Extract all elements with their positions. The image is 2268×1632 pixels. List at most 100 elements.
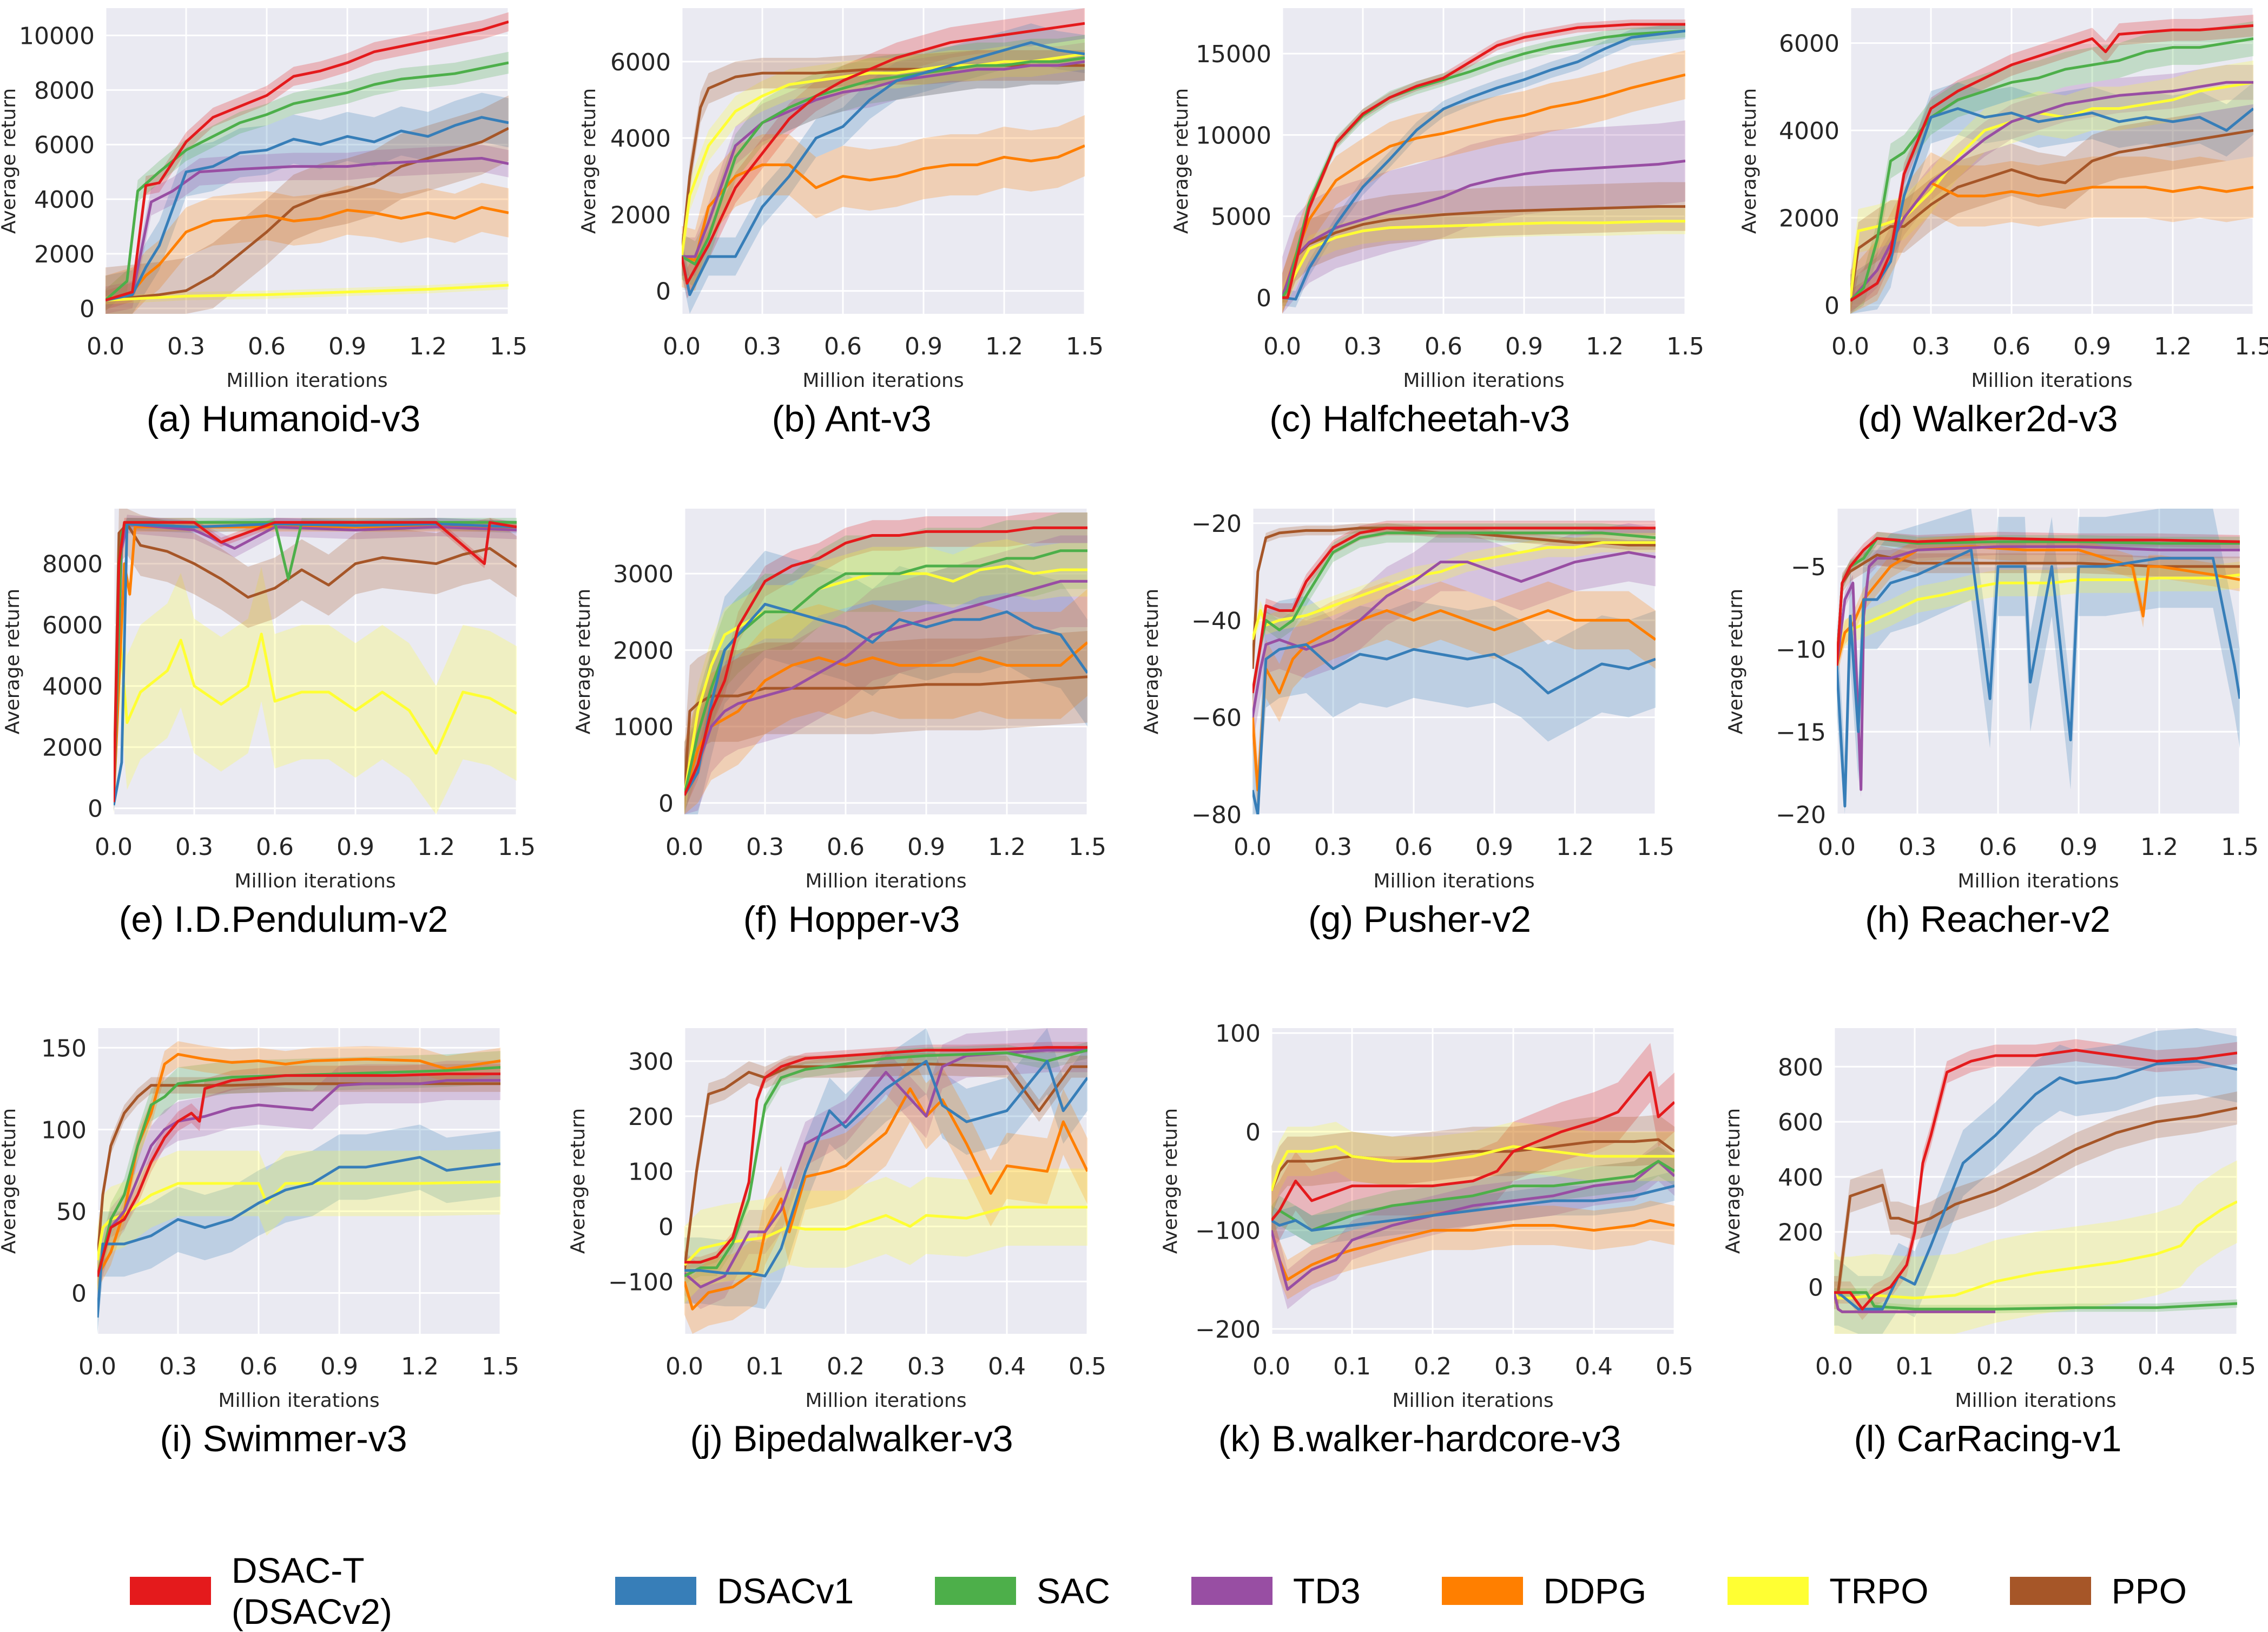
legend-swatch [615,1577,697,1605]
legend-swatch [1441,1577,1523,1605]
confidence-band-ppo [682,50,1085,272]
y-axis-label: Average return [1738,88,1761,234]
confidence-band-trpo [97,1149,500,1293]
y-tick-label: 10000 [1196,122,1271,149]
series-line-trpo [114,623,517,802]
subplot-9: 0.0 0.3 0.6 0.9 1.2 1.5 0 50 100 150 Million itera… [0,1023,567,1510]
confidence-band-td3 [684,1028,1087,1309]
x-tick-label: 0.5 [1656,1353,1693,1380]
legend-swatch [935,1577,1017,1605]
confidence-band-sac [684,512,1087,814]
subplot-caption: (k) B.walker-hardcore-v3 [1218,1418,1621,1459]
x-tick-label: 0.3 [1314,833,1352,861]
confidence-band-sac [682,35,1085,287]
confidence-band-ddpg [1252,581,1656,814]
legend-item: PPO [2009,1570,2187,1611]
chart-svg: 0.0 0.1 0.2 0.3 0.4 0.5 −100 0 100 200 300 Million … [568,1028,1106,1412]
x-tick-label: 0.9 [905,333,942,360]
subplot-3: 0.0 0.3 0.6 0.9 1.2 1.5 0 5000 10000 15000 Million… [1136,0,1703,487]
y-tick-label: 100 [1215,1023,1261,1048]
x-tick-label: 0.0 [87,333,124,360]
confidence-band-ppo [684,631,1087,814]
x-tick-label: 0.3 [159,1353,197,1380]
confidence-band-td3 [1837,538,2240,798]
legend-item: TRPO [1728,1570,1929,1611]
x-tick-label: 1.2 [1586,333,1624,360]
x-tick-label: 0.3 [1912,333,1950,360]
x-tick-label: 0.3 [1494,1353,1532,1380]
legend-swatch [1728,1577,1809,1605]
y-tick-label: −100 [1195,1218,1261,1245]
y-tick-label: 200 [1778,1219,1823,1247]
x-tick-label: 0.6 [1979,833,2017,861]
confidence-band-dsac-t-dsacv2- [1834,1039,2237,1320]
series-line-td3 [1850,81,2253,302]
y-tick-label: 1000 [613,714,674,741]
x-tick-label: 1.5 [1666,333,1703,360]
y-tick-label: 100 [628,1159,674,1186]
x-tick-label: 0.3 [743,333,781,360]
confidence-band-td3 [684,535,1087,814]
chart-svg: 0.0 0.3 0.6 0.9 1.2 1.5 0 2000 4000 6000 Million i… [1738,8,2268,392]
subplot-caption: (a) Humanoid-v3 [146,398,421,439]
y-tick-label: 2000 [613,637,674,664]
confidence-band-ppo [1850,104,2253,314]
x-tick-label: 0.6 [256,833,294,861]
y-tick-label: 2000 [42,734,103,762]
y-tick-label: 400 [1778,1164,1823,1192]
chart-svg: 0.0 0.3 0.6 0.9 1.2 1.5 0 50 100 150 Million itera… [0,1028,519,1412]
subplot-caption: (h) Reacher-v2 [1865,899,2111,940]
confidence-band-sac [1252,523,1656,703]
y-tick-label: 6000 [1779,30,1840,58]
y-tick-label: 0 [88,795,103,823]
x-tick-label: 0.4 [1575,1353,1613,1380]
confidence-band-ppo [97,1075,500,1269]
x-tick-label: 0.9 [2073,333,2111,360]
x-tick-label: 1.2 [409,333,447,360]
y-tick-label: 0 [656,278,671,306]
legend-label: DSAC-T (DSACv2) [231,1550,392,1631]
series-line-sac [97,1066,500,1277]
legend-item: DDPG [1441,1570,1646,1611]
series-line-ddpg [1271,1219,1674,1281]
chart-svg: 0.0 0.3 0.6 0.9 1.2 1.5 0 2000 4000 6000 Million i… [578,8,1104,392]
y-tick-label: 8000 [34,77,95,104]
confidence-band-ppo [114,509,517,814]
chart-svg: 0.0 0.1 0.2 0.3 0.4 0.5 0 200 400 600 800 Million i… [1722,1028,2256,1412]
y-tick-label: −40 [1191,607,1242,635]
x-tick-label: 0.2 [827,1353,865,1380]
legend-swatch [2009,1577,2091,1605]
y-tick-label: −20 [1191,510,1242,538]
series-line-sac [684,1049,1087,1278]
x-tick-label: 0.9 [907,833,945,861]
y-tick-label: 4000 [34,186,95,214]
confidence-band-dsac-t-dsacv2- [1850,15,2253,312]
legend-label: TRPO [1829,1571,1929,1611]
subplot-1: 0.0 0.3 0.6 0.9 1.2 1.5 0 2000 4000 6000 8000 10000… [0,0,567,487]
chart-svg: 0.0 0.3 0.6 0.9 1.2 1.5 −80 −60 −40 −20 Million it… [1140,509,1674,892]
series-line-td3 [1252,551,1656,718]
confidence-band-trpo [1850,60,2253,314]
series-line-trpo [684,1206,1087,1266]
y-tick-label: −60 [1191,705,1242,732]
x-axis-label: Million iterations [805,1390,966,1412]
series-line-ddpg [684,641,1087,796]
x-tick-label: 0.6 [827,833,865,861]
y-tick-label: 6000 [42,612,103,640]
confidence-band-dsacv1 [106,93,509,314]
subplot-caption: (g) Pusher-v2 [1308,899,1531,940]
confidence-band-sac [1837,531,2240,673]
series-line-td3 [1837,545,2240,791]
subplot-10: 0.0 0.1 0.2 0.3 0.4 0.5 −100 0 100 200 300 Million … [568,1023,1135,1510]
x-tick-label: 0.0 [1234,833,1271,861]
subplot-caption: (f) Hopper-v3 [743,899,960,940]
series-line-dsac-t-dsacv2- [684,526,1087,796]
series-line-sac [106,61,509,301]
y-tick-label: 10000 [19,22,95,50]
plot-area [97,1028,500,1334]
x-axis-label: Million iterations [1955,1390,2116,1412]
subplot-caption: (e) I.D.Pendulum-v2 [118,899,449,940]
series-line-ddpg [684,1087,1087,1311]
x-tick-label: 0.0 [1252,1353,1290,1380]
series-line-td3 [1282,160,1685,298]
